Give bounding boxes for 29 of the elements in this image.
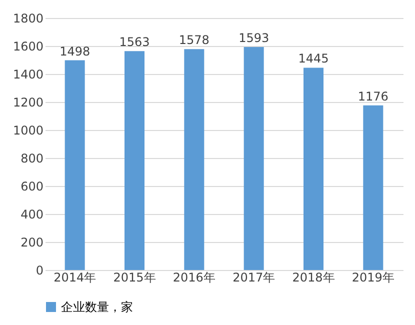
y-tick-label: 1200	[12, 96, 44, 110]
data-label: 1498	[60, 44, 90, 58]
bar	[244, 46, 264, 270]
x-tick-label: 2018年	[292, 270, 335, 284]
x-tick-label: 2015年	[113, 270, 156, 284]
x-tick-label: 2019年	[352, 270, 394, 284]
bar	[64, 60, 85, 270]
legend-label: 企业数量，家	[61, 300, 133, 314]
y-tick-label: 600	[20, 180, 44, 194]
bar	[363, 105, 384, 270]
data-label: 1578	[178, 33, 210, 48]
y-tick-label: 1400	[12, 68, 44, 82]
y-tick-label: 1000	[12, 124, 44, 138]
y-tick-label: 1600	[12, 40, 44, 54]
x-tick-label: 2017年	[232, 270, 276, 284]
data-label: 1563	[119, 35, 150, 50]
x-tick-label: 2016年	[172, 270, 216, 284]
bar	[124, 51, 144, 270]
data-label: 1593	[238, 30, 270, 45]
x-tick-label: 2014年	[54, 270, 96, 284]
bar	[304, 68, 324, 270]
data-label: 1445	[298, 52, 329, 66]
bar	[184, 49, 204, 270]
data-label: 1176	[358, 89, 388, 104]
y-tick-label: 1800	[12, 12, 44, 26]
y-tick-label: 800	[20, 152, 44, 166]
y-tick-label: 0	[36, 264, 44, 278]
y-tick-label: 400	[20, 208, 44, 222]
y-tick-label: 200	[20, 236, 44, 250]
